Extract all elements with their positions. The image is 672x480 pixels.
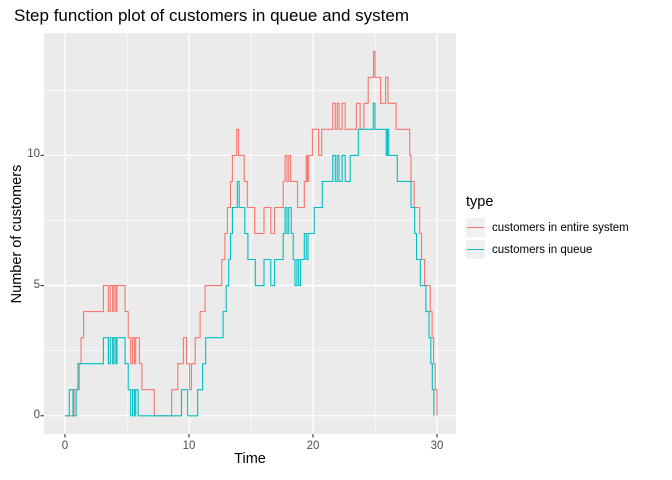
chart-title: Step function plot of customers in queue…	[14, 6, 410, 25]
legend-label-system: customers in entire system	[492, 221, 629, 234]
x-tick-label: 10	[182, 440, 196, 452]
legend-title: type	[466, 194, 494, 210]
legend-label-queue: customers in queue	[492, 243, 593, 256]
x-tick-label: 30	[430, 440, 444, 452]
legend-key-system	[466, 218, 485, 237]
series-line-queue	[65, 102, 435, 417]
y-tick-label: 0	[33, 408, 40, 421]
panel-background	[44, 33, 456, 434]
y-tick-label: 10	[27, 148, 40, 161]
legend-key-queue	[466, 240, 485, 259]
legend-entry-queue: customers in queue	[466, 240, 629, 259]
series-line-system	[65, 50, 438, 417]
x-tick-label: 0	[61, 440, 69, 452]
system-line-icon	[467, 227, 484, 229]
legend-entry-system: customers in entire system	[466, 218, 629, 237]
y-tick-label: 5	[33, 278, 40, 291]
queue-line-icon	[467, 249, 484, 251]
y-axis-title: Number of customers	[9, 164, 25, 304]
legend: type customers in entire system customer…	[466, 194, 629, 262]
x-axis-title: Time	[234, 451, 266, 467]
x-tick-label: 20	[306, 440, 320, 452]
